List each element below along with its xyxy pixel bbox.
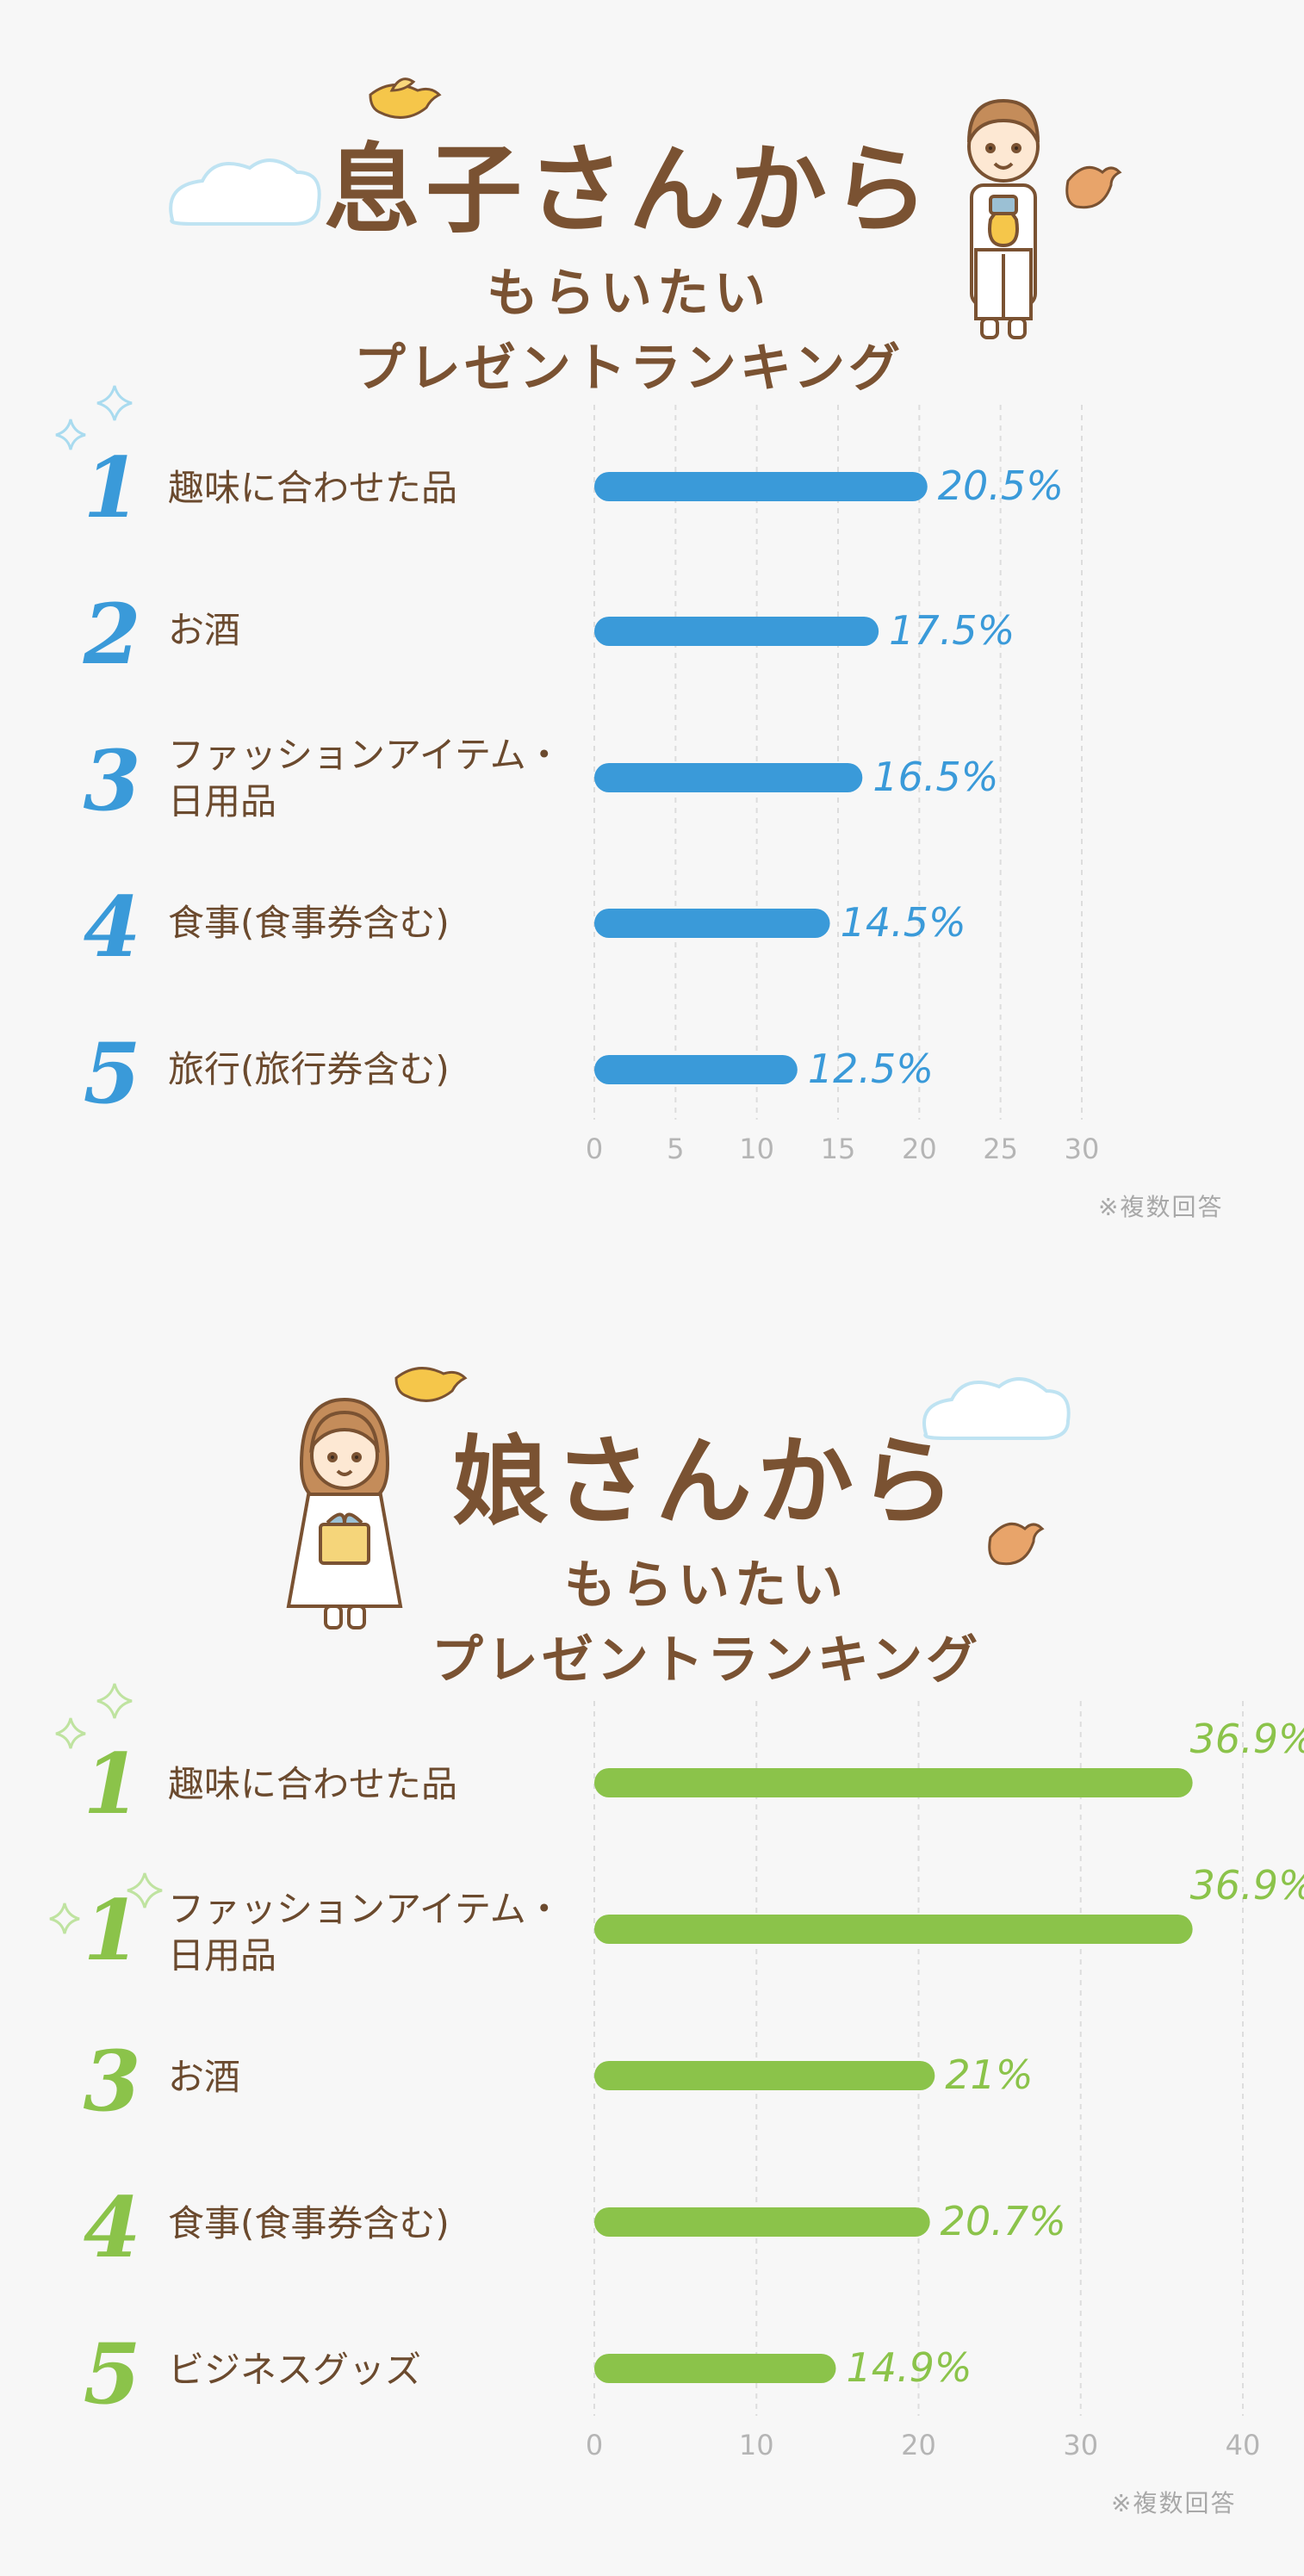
bar bbox=[594, 763, 863, 792]
son-category-label: 旅行(旅行券含む) bbox=[168, 1048, 450, 1090]
bar bbox=[594, 2207, 930, 2237]
value-label: 14.9% bbox=[846, 2344, 972, 2391]
daughter-category-label: お酒 bbox=[168, 2056, 241, 2098]
x-tick-label: 20 bbox=[901, 2429, 936, 2461]
x-tick-label: 30 bbox=[1065, 1133, 1100, 1165]
son-bar-chart: 0 5 10 15 20 25 30 20.5% 17.5% 16.5% 14.5% 12.5% bbox=[586, 405, 1100, 1165]
daughter-category-label: 趣味に合わせた品 bbox=[168, 1763, 458, 1805]
x-tick-label: 0 bbox=[586, 2429, 603, 2461]
x-tick-label: 5 bbox=[667, 1133, 684, 1165]
daughter-category-label: 食事(食事券含む) bbox=[168, 2202, 450, 2244]
daughter-rank-2: 1 bbox=[83, 1882, 141, 1979]
daughter-rank-1: 1 bbox=[83, 1735, 141, 1833]
value-label: 21% bbox=[945, 2051, 1033, 2098]
daughter-title-line1: 娘さんから bbox=[452, 1426, 960, 1538]
value-label: 14.5% bbox=[841, 899, 966, 946]
bird-icon bbox=[394, 1367, 468, 1402]
x-tick-label: 20 bbox=[902, 1133, 937, 1165]
daughter-rank-4: 4 bbox=[83, 2179, 141, 2276]
daughter-rank-5: 5 bbox=[83, 2325, 141, 2423]
value-label: 36.9% bbox=[1190, 1862, 1304, 1909]
daughter-ranking-section: 娘さんから もらいたい プレゼントランキング 1 1 3 4 5 趣味に合わせた… bbox=[0, 1292, 1304, 2576]
son-rank-3: 3 bbox=[83, 732, 141, 829]
girl-character-icon bbox=[286, 1397, 403, 1629]
cloud-icon bbox=[169, 158, 321, 226]
cloud-icon bbox=[922, 1377, 1071, 1440]
daughter-rank-3: 3 bbox=[83, 2033, 141, 2130]
value-label: 20.7% bbox=[941, 2198, 1066, 2244]
son-rank-2: 2 bbox=[83, 586, 141, 683]
son-rank-1: 1 bbox=[83, 439, 141, 537]
son-category-label: お酒 bbox=[168, 609, 241, 651]
bird-icon bbox=[369, 78, 442, 119]
value-label: 16.5% bbox=[872, 754, 998, 800]
sparkle-icon bbox=[49, 1683, 163, 1934]
bird-icon bbox=[988, 1522, 1045, 1566]
bird-icon bbox=[1065, 165, 1122, 209]
son-category-label: 趣味に合わせた品 bbox=[168, 467, 458, 509]
x-tick-label: 10 bbox=[739, 1133, 774, 1165]
boy-character-icon bbox=[967, 98, 1040, 339]
x-tick-label: 0 bbox=[586, 1133, 603, 1165]
son-note: ※複数回答 bbox=[1098, 1193, 1224, 1221]
daughter-decorations bbox=[49, 1367, 1071, 1934]
daughter-note: ※複数回答 bbox=[1111, 2489, 1237, 2517]
bar bbox=[594, 617, 879, 646]
son-category-label: 食事(食事券含む) bbox=[168, 902, 450, 944]
bar bbox=[594, 2354, 836, 2383]
x-tick-label: 15 bbox=[821, 1133, 856, 1165]
daughter-category-label: ファッションアイテム・日用品 bbox=[168, 1888, 562, 1977]
bar bbox=[594, 1915, 1193, 1944]
value-label: 17.5% bbox=[889, 607, 1015, 654]
son-decorations bbox=[55, 78, 1122, 450]
x-tick-label: 30 bbox=[1063, 2429, 1098, 2461]
bar bbox=[594, 2061, 935, 2090]
son-rank-5: 5 bbox=[83, 1025, 141, 1122]
bar bbox=[594, 1055, 798, 1084]
value-label: 36.9% bbox=[1190, 1716, 1304, 1762]
value-label: 20.5% bbox=[938, 462, 1064, 509]
x-tick-label: 40 bbox=[1226, 2429, 1261, 2461]
son-title: 息子さんから もらいたい プレゼントランキング bbox=[258, 112, 999, 401]
son-title-line3: プレゼントランキング bbox=[353, 338, 904, 399]
son-category-label: ファッションアイテム・日用品 bbox=[168, 734, 562, 822]
value-label: 12.5% bbox=[808, 1046, 934, 1092]
son-title-line2: もらいたい bbox=[487, 264, 771, 324]
bar bbox=[594, 909, 830, 938]
daughter-title: 娘さんから もらいたい プレゼントランキング bbox=[327, 1404, 1085, 1693]
daughter-title-line3: プレゼントランキング bbox=[431, 1630, 982, 1691]
daughter-title-line2: もらいたい bbox=[564, 1555, 848, 1616]
x-tick-label: 10 bbox=[739, 2429, 774, 2461]
daughter-bar-chart: 0 10 20 30 40 36.9% 36.9% 21% 20.7% 14.9% bbox=[586, 1701, 1304, 2461]
sparkle-icon bbox=[55, 385, 133, 450]
son-rank-4: 4 bbox=[83, 878, 141, 976]
son-ranking-section: 息子さんから もらいたい プレゼントランキング 1 2 3 4 5 趣味に合わせ… bbox=[55, 78, 1224, 1221]
son-title-line1: 息子さんから bbox=[324, 134, 934, 246]
bar bbox=[594, 472, 928, 501]
daughter-category-label: ビジネスグッズ bbox=[168, 2349, 422, 2391]
x-tick-label: 25 bbox=[983, 1133, 1018, 1165]
bar bbox=[594, 1768, 1193, 1797]
